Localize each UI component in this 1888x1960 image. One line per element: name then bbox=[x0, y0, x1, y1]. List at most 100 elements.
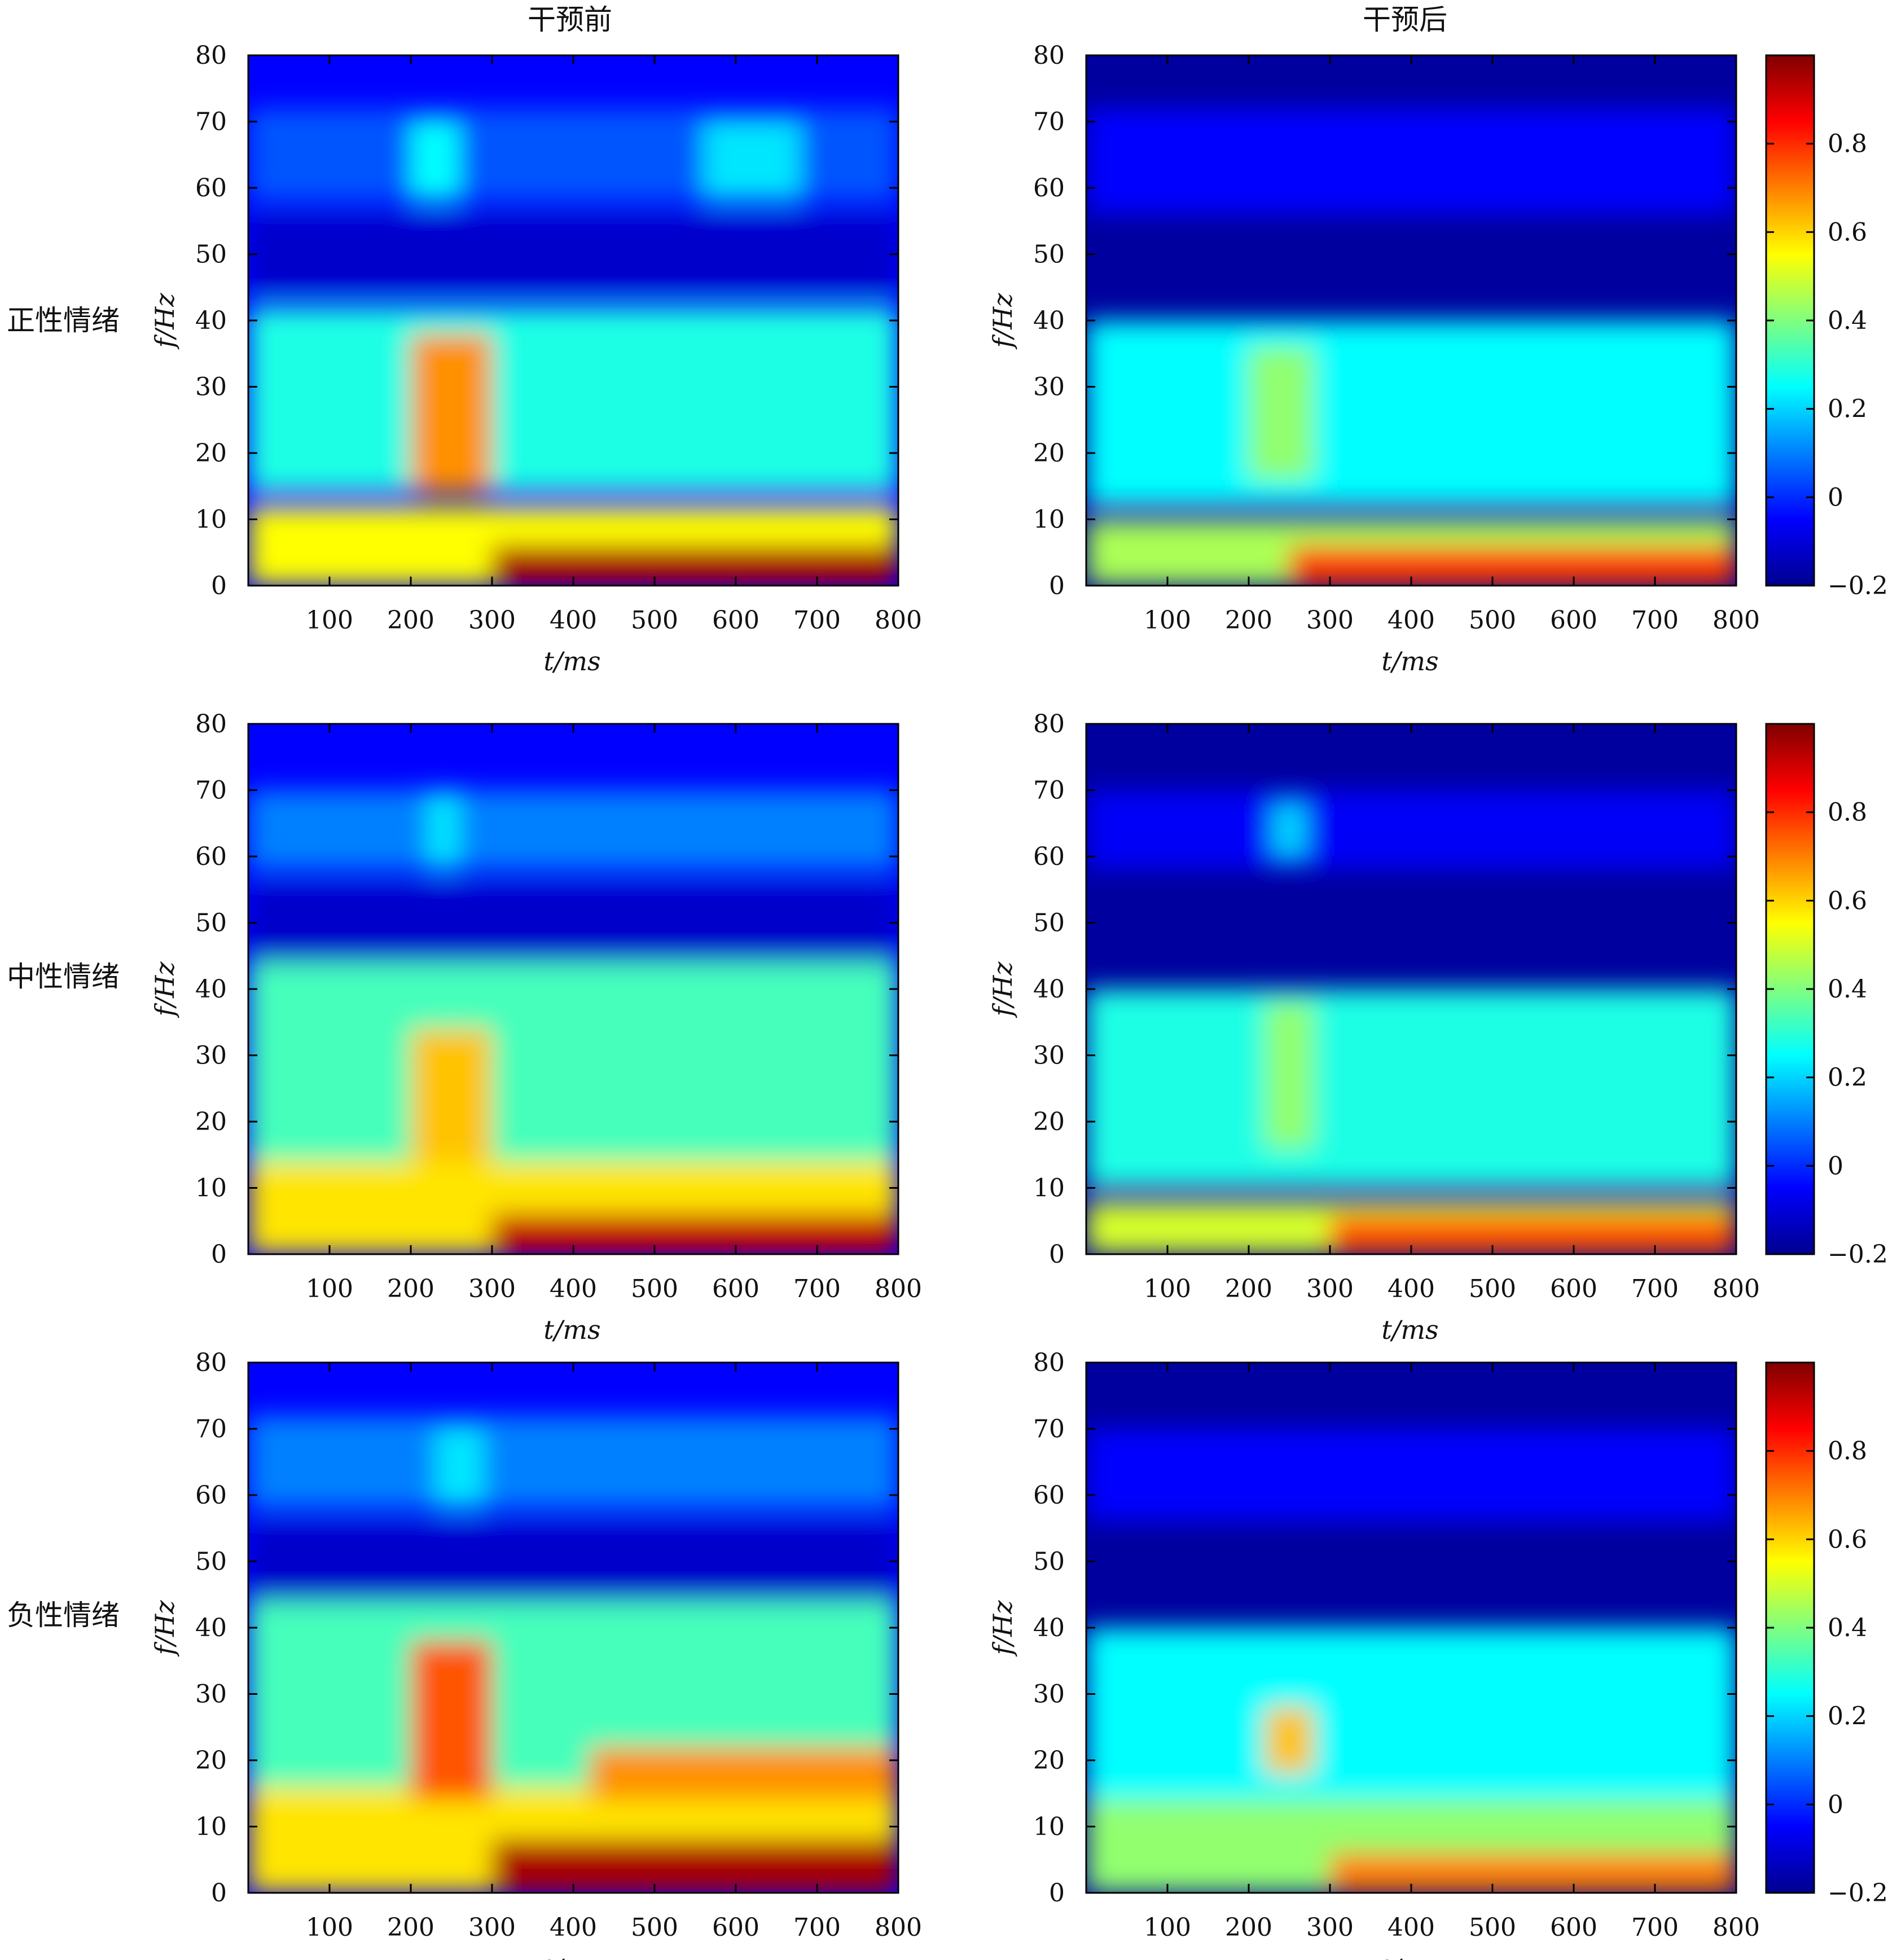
x-tick-label: 400 bbox=[550, 1275, 597, 1303]
x-tick-label: 100 bbox=[1144, 1275, 1191, 1303]
colorbar-gradient bbox=[1766, 55, 1814, 586]
y-tick-label: 20 bbox=[195, 1108, 227, 1136]
x-tick-label: 100 bbox=[306, 1275, 353, 1303]
x-tick-label: 500 bbox=[631, 606, 678, 635]
y-tick-label: 30 bbox=[1033, 1041, 1065, 1070]
colorbar-tick-label: 0.8 bbox=[1828, 130, 1867, 159]
x-tick-label: 200 bbox=[1225, 1275, 1272, 1303]
y-axis-label: f/Hz bbox=[150, 293, 180, 350]
x-tick-label: 500 bbox=[1469, 606, 1516, 635]
y-tick-label: 80 bbox=[1033, 710, 1065, 739]
colorbar-gradient bbox=[1766, 1363, 1814, 1893]
y-axis-label: f/Hz bbox=[150, 1600, 180, 1657]
y-tick-label: 10 bbox=[195, 1174, 227, 1203]
y-tick-label: 10 bbox=[1033, 506, 1065, 534]
y-tick-label: 80 bbox=[1033, 41, 1065, 70]
heatmap-region-1 bbox=[1086, 790, 1736, 870]
heatmap-region-5 bbox=[411, 1641, 492, 1800]
y-tick-label: 40 bbox=[195, 306, 227, 335]
y-tick-label: 80 bbox=[1033, 1348, 1065, 1377]
y-tick-label: 70 bbox=[195, 108, 227, 137]
column-title-after: 干预后 bbox=[1363, 3, 1447, 36]
x-tick-label: 600 bbox=[712, 606, 759, 635]
y-tick-label: 10 bbox=[1033, 1174, 1065, 1203]
y-tick-label: 10 bbox=[195, 506, 227, 534]
heatmap-region-4 bbox=[1264, 1707, 1314, 1774]
heatmap-region-0 bbox=[1086, 1628, 1736, 1813]
heatmap-region-1 bbox=[248, 883, 898, 963]
heatmap-panel-3: 0 10 20 30 40 50 60 70 80 100 200 300 400 500 600 700 80… bbox=[987, 710, 1760, 1345]
y-tick-label: 50 bbox=[195, 1548, 227, 1576]
heatmap-region-2 bbox=[248, 1416, 898, 1509]
y-tick-label: 30 bbox=[1033, 373, 1065, 402]
x-tick-label: 800 bbox=[875, 1275, 922, 1303]
y-tick-label: 0 bbox=[1049, 1240, 1065, 1269]
colorbar-2: −0.2 0 0.2 0.4 0.6 0.8 bbox=[1765, 1361, 1888, 1908]
x-tick-label: 700 bbox=[793, 1913, 841, 1942]
y-tick-label: 60 bbox=[195, 1481, 227, 1510]
x-tick-label: 800 bbox=[1713, 606, 1760, 635]
colorbar-tick-label: 0.2 bbox=[1828, 395, 1867, 424]
x-tick-label: 500 bbox=[1469, 1913, 1516, 1942]
colorbar-tick-label: 0.8 bbox=[1828, 1437, 1867, 1466]
heatmap-region-5 bbox=[411, 333, 492, 493]
x-tick-label: 600 bbox=[1550, 1275, 1597, 1303]
x-tick-label: 800 bbox=[875, 1913, 922, 1942]
y-tick-label: 20 bbox=[1033, 439, 1065, 468]
heatmap-panel-0: 0 10 20 30 40 50 60 70 80 100 200 300 400 500 600 700 80… bbox=[150, 41, 922, 676]
colorbar-tick-label: 0.6 bbox=[1828, 886, 1867, 915]
x-tick-label: 200 bbox=[387, 1275, 434, 1303]
y-tick-label: 40 bbox=[195, 975, 227, 1004]
x-tick-label: 100 bbox=[306, 1913, 353, 1942]
heatmap-region-3 bbox=[1330, 1214, 1736, 1254]
heatmap-region-4 bbox=[492, 1840, 898, 1893]
y-tick-label: 20 bbox=[195, 1746, 227, 1775]
x-tick-label: 800 bbox=[1713, 1913, 1760, 1942]
y-axis-label: f/Hz bbox=[987, 1600, 1018, 1657]
y-tick-label: 0 bbox=[211, 1240, 227, 1269]
colorbar-tick-label: 0.8 bbox=[1828, 798, 1867, 827]
colorbar-tick-label: 0.6 bbox=[1828, 218, 1867, 247]
y-tick-label: 0 bbox=[211, 1879, 227, 1908]
y-tick-label: 70 bbox=[1033, 108, 1065, 137]
x-axis-label: t/ms bbox=[543, 1953, 600, 1960]
heatmap-region-0 bbox=[248, 307, 898, 493]
colorbar-tick-label: −0.2 bbox=[1828, 1879, 1888, 1908]
heatmap-region-1 bbox=[248, 1522, 898, 1601]
y-tick-label: 40 bbox=[1033, 975, 1065, 1004]
x-axis-label: t/ms bbox=[543, 646, 600, 676]
y-tick-label: 80 bbox=[195, 1348, 227, 1377]
colorbar-tick-label: −0.2 bbox=[1828, 572, 1888, 600]
heatmap-panel-2: 0 10 20 30 40 50 60 70 80 100 200 300 400 500 600 700 80… bbox=[150, 710, 922, 1345]
x-tick-label: 200 bbox=[1225, 606, 1272, 635]
heatmap-region-5 bbox=[1273, 803, 1306, 856]
colorbar-tick-label: 0.6 bbox=[1828, 1525, 1867, 1554]
y-tick-label: 80 bbox=[195, 710, 227, 739]
y-tick-label: 50 bbox=[1033, 1548, 1065, 1576]
y-tick-label: 50 bbox=[195, 909, 227, 938]
x-axis-label: t/ms bbox=[1381, 646, 1438, 676]
y-tick-label: 0 bbox=[1049, 572, 1065, 600]
y-tick-label: 30 bbox=[195, 1680, 227, 1709]
heatmap-region-6 bbox=[589, 1747, 898, 1800]
y-tick-label: 70 bbox=[1033, 776, 1065, 805]
x-axis-label: t/ms bbox=[1381, 1315, 1438, 1345]
heatmap-region-0 bbox=[1086, 989, 1736, 1188]
heatmap-region-1 bbox=[248, 214, 898, 294]
heatmap-region-6 bbox=[411, 121, 460, 201]
colorbar-0: −0.2 0 0.2 0.4 0.6 0.8 bbox=[1765, 54, 1888, 600]
colorbar-tick-label: 0.2 bbox=[1828, 1064, 1867, 1092]
colorbar-tick-label: 0.4 bbox=[1828, 306, 1867, 335]
y-tick-label: 0 bbox=[1049, 1879, 1065, 1908]
y-tick-label: 40 bbox=[1033, 306, 1065, 335]
heatmap-region-1 bbox=[1086, 1429, 1736, 1522]
x-tick-label: 100 bbox=[1144, 606, 1191, 635]
row-label-positive: 正性情绪 bbox=[7, 304, 120, 337]
y-tick-label: 20 bbox=[1033, 1108, 1065, 1136]
x-tick-label: 200 bbox=[1225, 1913, 1272, 1942]
colorbar-tick-label: 0 bbox=[1828, 1790, 1843, 1819]
colorbar-group: −0.2 0 0.2 0.4 0.6 0.8 −0.2 0 0.2 0.4 0.6 0.8 −0.2 0 0… bbox=[1765, 54, 1888, 1908]
heatmap-region-5 bbox=[411, 1029, 492, 1162]
